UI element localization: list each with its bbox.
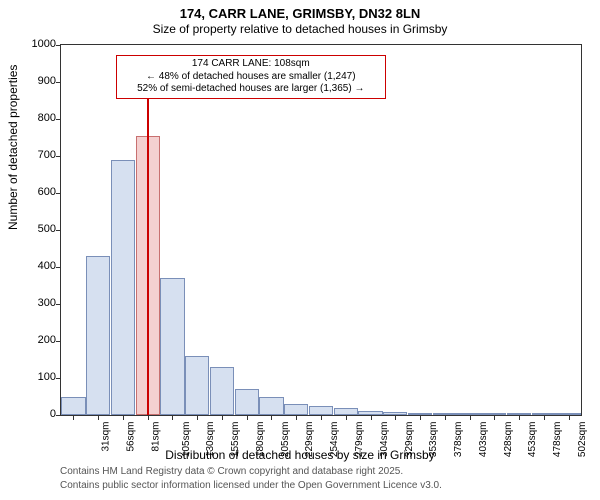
- y-tick: [56, 341, 61, 342]
- x-tick-label: 378sqm: [453, 422, 464, 458]
- x-tick-label: 31sqm: [101, 422, 112, 452]
- chart-title-line1: 174, CARR LANE, GRIMSBY, DN32 8LN: [0, 6, 600, 21]
- y-tick: [56, 267, 61, 268]
- x-tick: [73, 415, 74, 420]
- annotation-line2: ← 48% of detached houses are smaller (1,…: [121, 71, 381, 84]
- y-tick-label: 400: [38, 260, 56, 272]
- x-tick: [445, 415, 446, 420]
- y-tick: [56, 119, 61, 120]
- y-tick: [56, 415, 61, 416]
- annotation-line1: 174 CARR LANE: 108sqm: [121, 58, 381, 71]
- y-tick: [56, 82, 61, 83]
- y-tick: [56, 45, 61, 46]
- y-tick-label: 500: [38, 223, 56, 235]
- x-tick: [271, 415, 272, 420]
- y-tick-label: 1000: [32, 38, 56, 50]
- x-tick-label: 56sqm: [126, 422, 137, 452]
- footer-line2: Contains public sector information licen…: [60, 480, 442, 491]
- x-tick-label: 353sqm: [428, 422, 439, 458]
- y-axis-label: Number of detached properties: [6, 65, 20, 230]
- x-tick-label: 81sqm: [150, 422, 161, 452]
- y-tick: [56, 230, 61, 231]
- y-tick-label: 300: [38, 297, 56, 309]
- y-tick-label: 800: [38, 112, 56, 124]
- x-tick: [98, 415, 99, 420]
- y-tick-label: 700: [38, 149, 56, 161]
- x-tick-label: 403sqm: [478, 422, 489, 458]
- x-tick: [420, 415, 421, 420]
- x-tick: [519, 415, 520, 420]
- chart-container: 174, CARR LANE, GRIMSBY, DN32 8LN Size o…: [0, 0, 600, 500]
- bar: [61, 397, 85, 416]
- bar: [235, 389, 259, 415]
- y-tick: [56, 156, 61, 157]
- y-tick: [56, 378, 61, 379]
- x-tick: [346, 415, 347, 420]
- x-tick: [395, 415, 396, 420]
- chart-title-line2: Size of property relative to detached ho…: [0, 22, 600, 36]
- bar: [334, 408, 358, 415]
- bar: [284, 404, 308, 415]
- x-tick-label: 155sqm: [230, 422, 241, 458]
- bar: [111, 160, 135, 415]
- x-tick-label: 329sqm: [404, 422, 415, 458]
- bar: [259, 397, 283, 416]
- x-tick-label: 304sqm: [379, 422, 390, 458]
- y-tick: [56, 304, 61, 305]
- x-tick-label: 254sqm: [329, 422, 340, 458]
- x-tick-label: 478sqm: [552, 422, 563, 458]
- annotation-box: 174 CARR LANE: 108sqm← 48% of detached h…: [116, 55, 386, 99]
- footer-line1: Contains HM Land Registry data © Crown c…: [60, 466, 403, 477]
- x-tick: [494, 415, 495, 420]
- x-tick: [222, 415, 223, 420]
- x-tick: [148, 415, 149, 420]
- x-tick: [172, 415, 173, 420]
- bar: [185, 356, 209, 415]
- x-tick-label: 130sqm: [206, 422, 217, 458]
- y-tick-label: 100: [38, 371, 56, 383]
- x-tick-label: 279sqm: [354, 422, 365, 458]
- x-tick: [569, 415, 570, 420]
- y-tick-label: 600: [38, 186, 56, 198]
- x-tick: [470, 415, 471, 420]
- x-tick: [123, 415, 124, 420]
- x-tick-label: 205sqm: [280, 422, 291, 458]
- x-tick-label: 105sqm: [181, 422, 192, 458]
- annotation-line3: 52% of semi-detached houses are larger (…: [121, 83, 381, 96]
- bar: [309, 406, 333, 415]
- x-tick-label: 229sqm: [305, 422, 316, 458]
- x-tick: [197, 415, 198, 420]
- x-tick-label: 453sqm: [527, 422, 538, 458]
- x-tick-label: 428sqm: [503, 422, 514, 458]
- x-tick-label: 502sqm: [577, 422, 588, 458]
- y-tick: [56, 193, 61, 194]
- x-tick: [321, 415, 322, 420]
- subject-marker-line: [147, 67, 149, 415]
- x-tick: [371, 415, 372, 420]
- bar: [160, 278, 184, 415]
- y-tick-label: 200: [38, 334, 56, 346]
- bar: [86, 256, 110, 415]
- x-tick: [296, 415, 297, 420]
- y-tick-label: 0: [50, 408, 56, 420]
- x-tick-label: 180sqm: [255, 422, 266, 458]
- x-tick: [247, 415, 248, 420]
- x-tick: [544, 415, 545, 420]
- plot-area: 174 CARR LANE: 108sqm← 48% of detached h…: [60, 44, 582, 416]
- y-tick-label: 900: [38, 75, 56, 87]
- bar: [210, 367, 234, 415]
